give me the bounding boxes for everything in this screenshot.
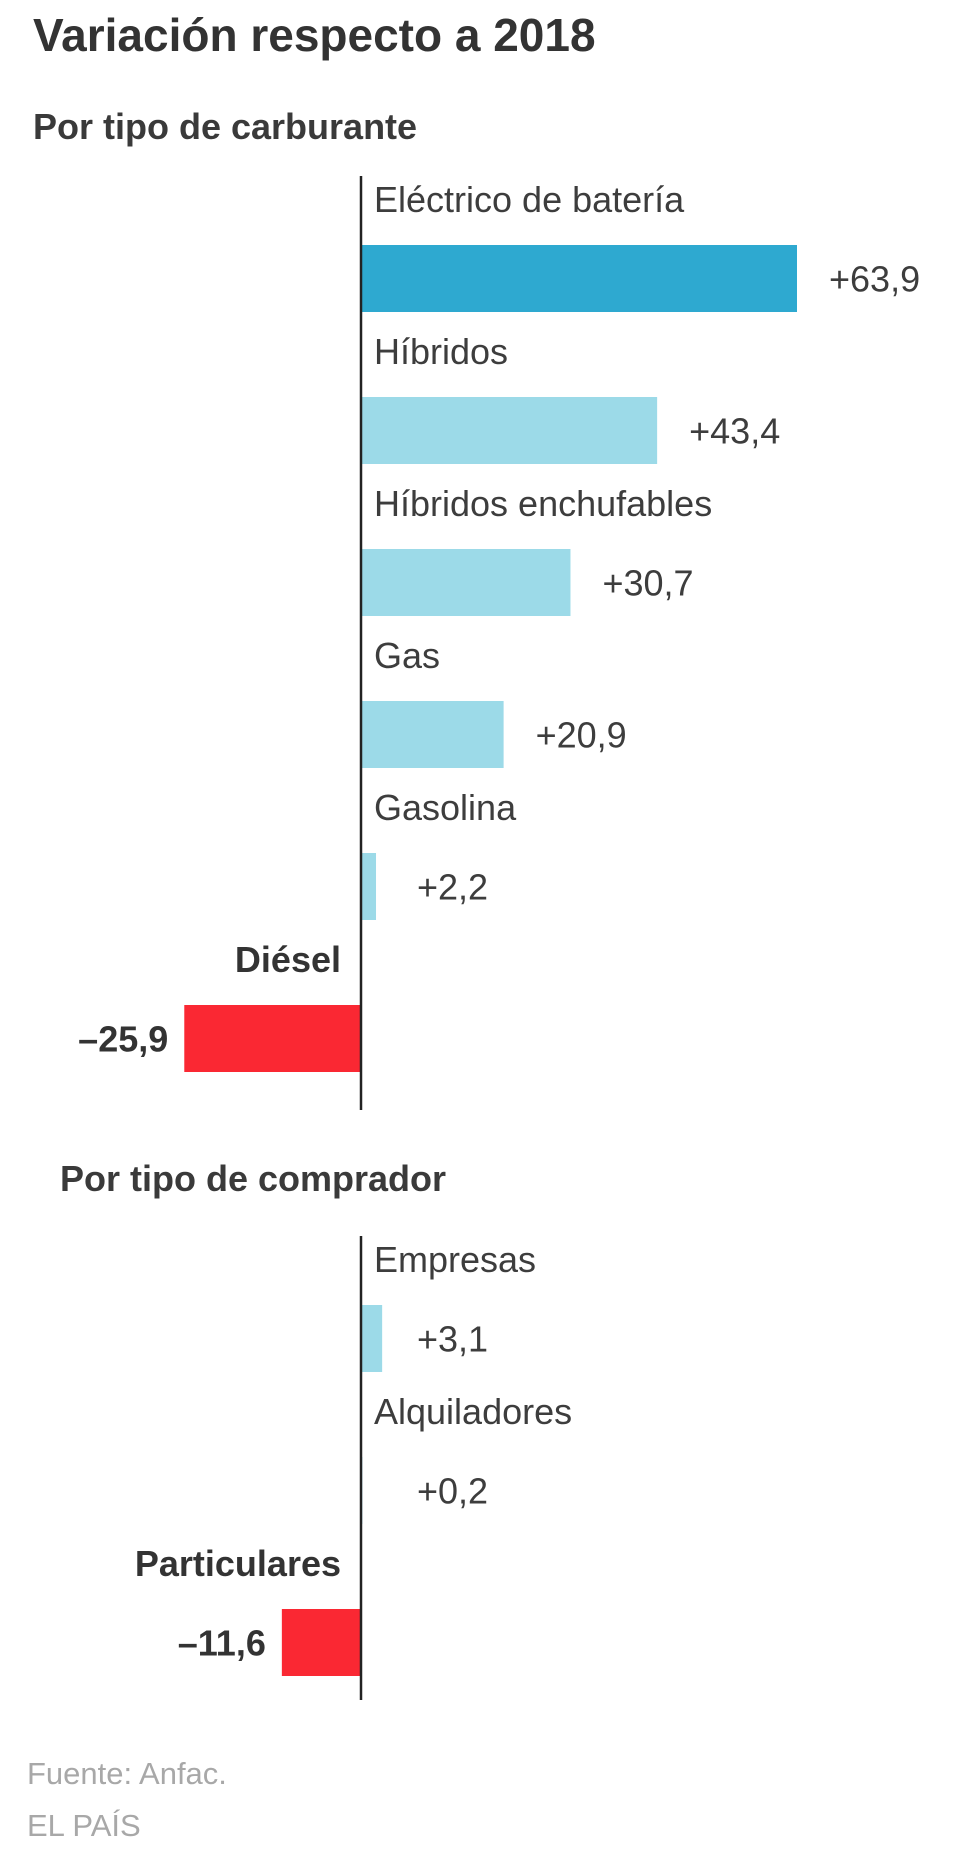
value-label-empresas: +3,1 [417,1319,488,1360]
buyer-type-bar-chart: Empresas +3,1 Alquiladores +0,2 Particulares… [135,1236,572,1700]
bar-diesel [184,1005,361,1072]
category-label-particulares: Particulares [135,1543,341,1584]
bar-gas [361,701,504,768]
bar-gasolina [361,853,377,920]
chart-title: Variación respecto a 2018 [33,9,596,61]
value-label-gasolina: +2,2 [417,867,488,908]
value-label-hibridos: +43,4 [689,411,780,452]
source-note: Fuente: Anfac. [27,1756,227,1791]
bar-electrico-de-bateria [361,245,797,312]
category-label-empresas: Empresas [374,1239,536,1280]
value-label-particulares: –11,6 [178,1623,266,1664]
category-label-diesel: Diésel [235,939,341,980]
bar-hibridos [361,397,658,464]
category-label-hibridos-enchufables: Híbridos enchufables [374,483,712,524]
bar-particulares [281,1609,361,1676]
value-label-gas: +20,9 [536,715,627,756]
category-label-gas: Gas [374,635,440,676]
subtitle-fuel-type: Por tipo de carburante [33,106,418,147]
value-label-diesel: –25,9 [78,1019,168,1060]
category-label-gasolina: Gasolina [374,787,517,828]
value-label-alquiladores: +0,2 [417,1471,488,1512]
bar-empresas [361,1305,383,1372]
fuel-type-bar-chart: Eléctrico de batería +63,9 Híbridos +43,4 Hí… [78,176,920,1110]
subtitle-buyer-type: Por tipo de comprador [60,1158,447,1199]
category-label-electrico-de-bateria: Eléctrico de batería [374,179,685,220]
bar-hibridos-enchufables [361,549,571,616]
value-label-electrico-de-bateria: +63,9 [829,259,920,300]
category-label-hibridos: Híbridos [374,331,508,372]
brand-label: EL PAÍS [27,1808,141,1843]
value-label-hibridos-enchufables: +30,7 [602,563,693,604]
category-label-alquiladores: Alquiladores [374,1391,572,1432]
